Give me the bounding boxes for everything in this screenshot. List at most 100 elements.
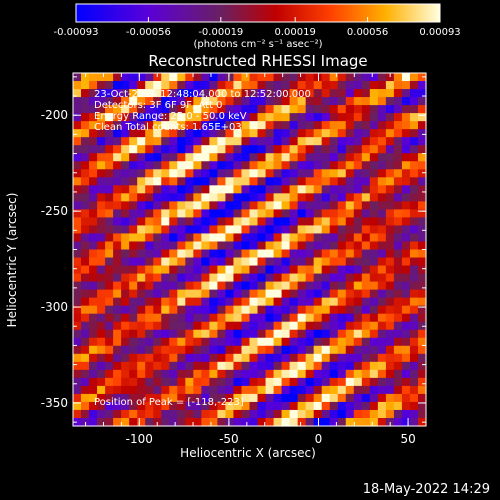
heatmap-cell [273, 97, 283, 106]
heatmap-cell [185, 89, 194, 98]
heatmap-cell [129, 265, 138, 275]
heatmap-cell [329, 409, 339, 419]
heatmap-cell [161, 337, 170, 347]
heatmap-cell [297, 201, 307, 210]
heatmap-cell [185, 369, 194, 379]
heatmap-cell [193, 137, 202, 146]
heatmap-cell [353, 281, 363, 291]
heatmap-cell [193, 161, 202, 170]
heatmap-cell [297, 409, 307, 419]
heatmap-cell [337, 297, 347, 307]
heatmap-cell [129, 201, 138, 210]
heatmap-cell [241, 249, 251, 259]
heatmap-cell [337, 353, 347, 363]
heatmap-cell [289, 369, 299, 379]
heatmap-cell [217, 105, 227, 114]
heatmap-cell [265, 289, 275, 299]
heatmap-cell [153, 385, 162, 395]
heatmap-cell [417, 161, 427, 170]
heatmap-cell [321, 313, 331, 323]
heatmap-cell [393, 233, 403, 243]
heatmap-cell [177, 169, 186, 178]
heatmap-cell [137, 73, 146, 82]
heatmap-cell [257, 81, 267, 90]
heatmap-cell [289, 153, 299, 162]
heatmap-cell [137, 137, 146, 146]
heatmap-cell [217, 329, 227, 339]
heatmap-cell [81, 409, 90, 419]
heatmap-cell [233, 193, 243, 202]
heatmap-cell [273, 129, 283, 138]
heatmap-cell [409, 305, 419, 315]
colorbar-tick-label: -0.00093 [53, 27, 99, 38]
heatmap-cell [409, 289, 419, 299]
heatmap-cell [393, 161, 403, 170]
heatmap-cell [265, 281, 275, 291]
heatmap-cell [265, 273, 275, 283]
heatmap-cell [281, 361, 291, 371]
heatmap-cell [329, 73, 339, 82]
heatmap-cell [313, 185, 323, 194]
heatmap-cell [273, 241, 283, 251]
heatmap-cell [137, 409, 146, 419]
heatmap-cell [129, 297, 138, 307]
heatmap-cell [401, 329, 411, 339]
heatmap-cell [337, 73, 347, 82]
heatmap-cell [289, 161, 299, 170]
heatmap-cell [401, 305, 411, 315]
heatmap-cell [361, 121, 371, 130]
heatmap-cell [233, 89, 243, 98]
heatmap-cell [113, 105, 122, 114]
heatmap-cell [201, 81, 210, 90]
heatmap-cell [369, 121, 379, 130]
heatmap-cell [105, 73, 114, 82]
heatmap-cell [417, 353, 427, 363]
heatmap-cell [129, 169, 138, 178]
heatmap-cell [73, 249, 82, 259]
heatmap-cell [153, 369, 162, 379]
heatmap-cell [249, 145, 259, 154]
heatmap-cell [369, 153, 379, 162]
heatmap-cell [225, 241, 235, 251]
heatmap-cell [345, 249, 355, 259]
heatmap-cell [169, 177, 178, 186]
heatmap-cell [273, 361, 283, 371]
heatmap-cell [137, 329, 146, 339]
heatmap-cell [345, 193, 355, 202]
heatmap-cell [401, 281, 411, 291]
heatmap-cell [209, 281, 219, 291]
heatmap-cell [257, 249, 267, 259]
heatmap-cell [345, 81, 355, 90]
heatmap-cell [153, 185, 162, 194]
heatmap-cell [161, 105, 170, 114]
heatmap-cell [97, 417, 106, 427]
heatmap-cell [137, 105, 146, 114]
heatmap-cell [409, 129, 419, 138]
heatmap-cell [385, 137, 395, 146]
heatmap-cell [169, 361, 178, 371]
heatmap-cell [89, 113, 98, 122]
heatmap-cell [105, 97, 114, 106]
heatmap-cell [113, 377, 122, 387]
heatmap-cell [225, 217, 235, 227]
heatmap-cell [105, 185, 114, 194]
heatmap-cell [225, 313, 235, 323]
heatmap-cell [89, 121, 98, 130]
heatmap-cell [233, 281, 243, 291]
heatmap-cell [289, 169, 299, 178]
heatmap-cell [89, 177, 98, 186]
heatmap-cell [177, 177, 186, 186]
heatmap-cell [209, 201, 219, 210]
heatmap-cell [161, 273, 170, 283]
heatmap-cell [377, 249, 387, 259]
heatmap-cell [193, 73, 202, 82]
heatmap-cell [153, 105, 162, 114]
heatmap-cell [129, 217, 138, 227]
heatmap-cell [297, 297, 307, 307]
heatmap-cell [249, 417, 259, 427]
heatmap-cell [201, 281, 210, 291]
heatmap-cell [153, 217, 162, 227]
heatmap-cell [225, 113, 235, 122]
x-tick-label: 0 [314, 432, 323, 446]
heatmap-cell [361, 361, 371, 371]
